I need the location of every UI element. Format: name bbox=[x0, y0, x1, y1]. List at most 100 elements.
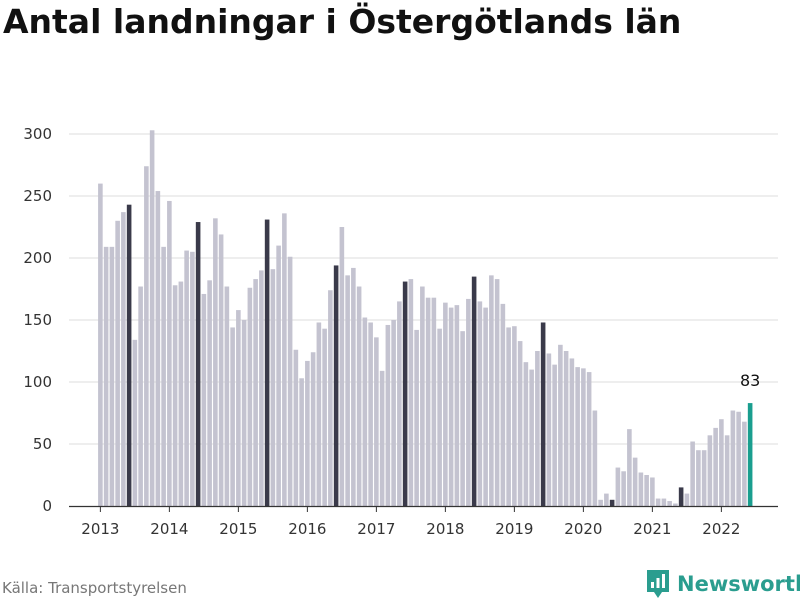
bar bbox=[190, 251, 195, 506]
x-tick-label: 2020 bbox=[564, 520, 602, 538]
bar bbox=[126, 204, 132, 506]
bar bbox=[224, 286, 230, 506]
x-tick-label: 2018 bbox=[426, 520, 464, 538]
bar bbox=[483, 307, 488, 506]
bar bbox=[713, 427, 718, 506]
bar bbox=[581, 368, 586, 506]
bar bbox=[368, 322, 373, 506]
x-tick-label: 2015 bbox=[219, 520, 257, 538]
x-tick-label: 2013 bbox=[81, 520, 119, 538]
bar bbox=[742, 421, 747, 506]
bar bbox=[425, 297, 431, 506]
bar bbox=[443, 302, 448, 506]
bar bbox=[322, 328, 327, 506]
bar bbox=[517, 341, 523, 506]
y-tick-label: 200 bbox=[23, 249, 52, 267]
bar bbox=[167, 200, 172, 506]
x-tick-label: 2017 bbox=[357, 520, 395, 538]
bar bbox=[431, 297, 437, 506]
bar bbox=[98, 183, 103, 506]
bar bbox=[719, 419, 724, 506]
bar bbox=[477, 301, 483, 506]
x-tick-label: 2014 bbox=[150, 520, 188, 538]
bar bbox=[379, 370, 385, 506]
brand-logo: Newsworthy bbox=[645, 568, 800, 600]
bar bbox=[270, 269, 276, 506]
bar bbox=[678, 487, 684, 506]
bar bbox=[523, 362, 529, 506]
bar bbox=[316, 322, 322, 506]
bar bbox=[362, 317, 368, 506]
brand-name: Newsworthy bbox=[677, 572, 800, 596]
bar bbox=[489, 275, 494, 506]
bar bbox=[374, 337, 379, 506]
x-tick-label: 2021 bbox=[633, 520, 671, 538]
bar bbox=[454, 305, 460, 506]
bar bbox=[155, 191, 161, 507]
bar bbox=[241, 320, 247, 506]
y-axis-ticks: 0 50 100 150 200 250 300 bbox=[23, 125, 52, 515]
bar bbox=[690, 441, 695, 506]
bar bbox=[247, 287, 253, 506]
bars bbox=[98, 130, 753, 507]
bar bbox=[144, 166, 149, 507]
x-axis: 2013 2014 2015 2016 2017 2018 2019 2020 2021 2022 bbox=[69, 505, 778, 538]
bar bbox=[609, 499, 615, 506]
bar bbox=[264, 219, 270, 506]
bar bbox=[345, 275, 350, 506]
bar bbox=[236, 310, 241, 506]
bar bbox=[103, 246, 109, 506]
bar bbox=[644, 475, 649, 506]
bar bbox=[213, 218, 218, 506]
bar bbox=[201, 293, 207, 506]
bar bbox=[546, 353, 552, 506]
bar bbox=[207, 280, 212, 506]
bar bbox=[569, 358, 575, 506]
y-tick-label: 150 bbox=[23, 311, 52, 329]
bar bbox=[149, 130, 155, 506]
bar bbox=[575, 367, 580, 506]
bar bbox=[598, 499, 603, 506]
bar bbox=[437, 328, 442, 506]
newsworthy-logo-icon bbox=[647, 570, 669, 598]
bar bbox=[494, 279, 500, 506]
bar bbox=[351, 267, 356, 506]
bar bbox=[615, 467, 621, 506]
bar bbox=[638, 472, 644, 506]
bar bbox=[592, 410, 598, 506]
bar bbox=[684, 493, 690, 506]
x-tick-label: 2022 bbox=[702, 520, 740, 538]
bar bbox=[655, 498, 661, 506]
bar bbox=[696, 450, 701, 506]
x-tick-label: 2016 bbox=[288, 520, 326, 538]
bar bbox=[552, 364, 557, 506]
bar bbox=[707, 435, 713, 506]
bar bbox=[500, 303, 506, 506]
bar bbox=[414, 329, 419, 506]
bar bbox=[730, 410, 736, 506]
bar bbox=[586, 372, 592, 506]
bar bbox=[218, 234, 224, 506]
bar bbox=[161, 246, 166, 506]
bar bbox=[540, 322, 546, 506]
bar bbox=[535, 351, 540, 506]
bar bbox=[621, 471, 626, 506]
bar bbox=[673, 503, 678, 506]
bar bbox=[466, 298, 471, 506]
bar bbox=[724, 435, 730, 506]
bar bbox=[632, 457, 638, 506]
bar bbox=[391, 320, 396, 506]
y-tick-label: 50 bbox=[33, 435, 52, 453]
bar bbox=[121, 212, 126, 506]
y-tick-label: 0 bbox=[42, 497, 52, 515]
bar bbox=[397, 301, 402, 506]
bar bbox=[506, 327, 511, 506]
bar bbox=[356, 286, 362, 506]
source-note: Källa: Transportstyrelsen bbox=[2, 579, 187, 597]
bar bbox=[420, 286, 425, 506]
bar bbox=[172, 285, 178, 506]
bar bbox=[385, 324, 391, 506]
bar bbox=[448, 307, 454, 506]
bar bbox=[650, 477, 655, 506]
